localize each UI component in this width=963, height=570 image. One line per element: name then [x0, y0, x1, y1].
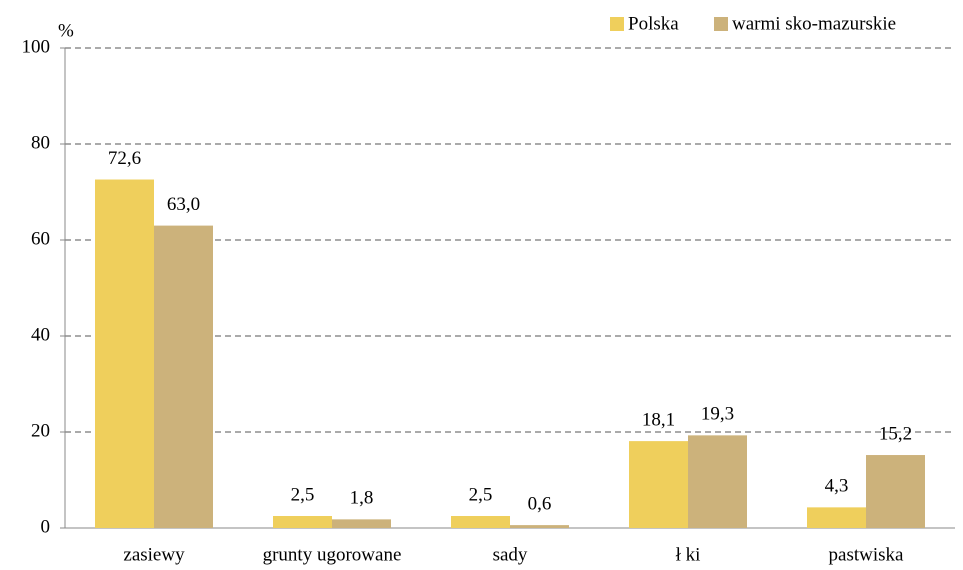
x-tick-label: zasiewy — [123, 544, 185, 565]
bar — [688, 435, 747, 528]
y-tick-label: 0 — [41, 516, 51, 537]
bar — [807, 507, 866, 528]
value-label: 19,3 — [701, 404, 734, 425]
y-tick-label: 100 — [22, 36, 51, 57]
x-tick-label: sady — [493, 544, 528, 565]
y-tick-label: 60 — [31, 228, 50, 249]
legend-swatch — [610, 17, 624, 31]
x-tick-label: grunty ugorowane — [263, 544, 402, 565]
y-tick-label: 40 — [31, 324, 50, 345]
value-label: 4,3 — [825, 476, 849, 497]
value-label: 0,6 — [528, 493, 552, 514]
legend-swatch — [714, 17, 728, 31]
bar — [629, 441, 688, 528]
value-label: 18,1 — [642, 409, 675, 430]
y-tick-label: 20 — [31, 420, 50, 441]
bar — [154, 225, 213, 528]
bar — [866, 455, 925, 528]
value-label: 2,5 — [469, 484, 493, 505]
x-tick-label: pastwiska — [829, 544, 905, 565]
value-label: 15,2 — [879, 423, 912, 444]
y-tick-label: 80 — [31, 132, 50, 153]
bar — [510, 525, 569, 528]
bar — [451, 516, 510, 528]
x-tick-label: ł ki — [676, 544, 701, 565]
value-label: 72,6 — [108, 148, 141, 169]
y-axis-label: % — [58, 20, 74, 41]
legend-label: Polska — [628, 13, 679, 34]
bar — [95, 179, 154, 528]
value-label: 2,5 — [291, 484, 315, 505]
legend-label: warmi sko-mazurskie — [732, 13, 896, 34]
value-label: 1,8 — [350, 488, 374, 509]
value-label: 63,0 — [167, 194, 200, 215]
bar — [273, 516, 332, 528]
bar — [332, 519, 391, 528]
